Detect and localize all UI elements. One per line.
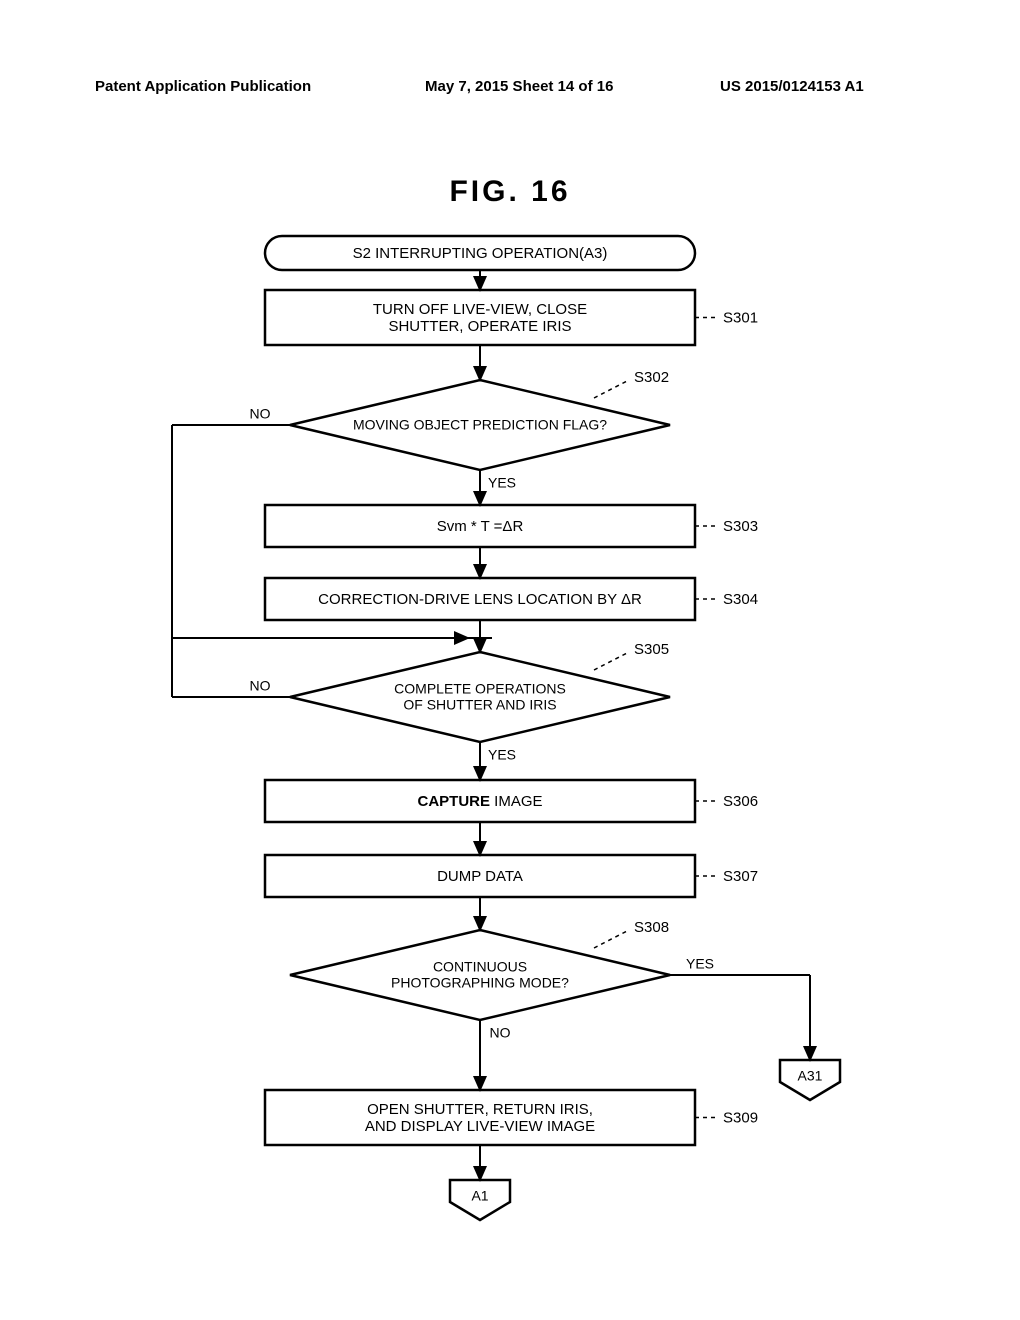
process-label: CORRECTION-DRIVE LENS LOCATION BY ΔR (318, 591, 642, 608)
step-label: S301 (723, 309, 758, 326)
process-label: TURN OFF LIVE-VIEW, CLOSE (373, 301, 587, 318)
step-label: S305 (634, 641, 669, 658)
header-center: May 7, 2015 Sheet 14 of 16 (425, 78, 613, 95)
decision-label: OF SHUTTER AND IRIS (403, 697, 556, 713)
step-label: S306 (723, 793, 758, 810)
connector-label: A1 (471, 1188, 488, 1204)
process-label: CAPTURE IMAGE (417, 793, 542, 810)
figure-title: FIG. 16 (0, 175, 1020, 209)
header-left: Patent Application Publication (95, 78, 311, 95)
decision-label: COMPLETE OPERATIONS (394, 681, 566, 697)
decision-label: MOVING OBJECT PREDICTION FLAG? (353, 417, 607, 433)
step-label: S304 (723, 591, 758, 608)
edge-label: NO (250, 678, 271, 694)
process-label: AND DISPLAY LIVE-VIEW IMAGE (365, 1118, 595, 1135)
edge-label: NO (250, 406, 271, 422)
edge-label: NO (490, 1025, 511, 1041)
step-label: S302 (634, 369, 669, 386)
process-label: Svm * T =ΔR (437, 518, 524, 535)
step-label: S307 (723, 868, 758, 885)
process-label: DUMP DATA (437, 868, 523, 885)
process-label: OPEN SHUTTER, RETURN IRIS, (367, 1101, 593, 1118)
edge-label: YES (686, 956, 714, 972)
process-label: SHUTTER, OPERATE IRIS (388, 318, 571, 335)
flowchart: S2 INTERRUPTING OPERATION(A3) TURN OFF LI… (0, 220, 1020, 1280)
step-label: S308 (634, 919, 669, 936)
decision-label: PHOTOGRAPHING MODE? (391, 975, 569, 991)
step-label: S309 (723, 1109, 758, 1126)
edge-label: YES (488, 475, 516, 491)
terminator-label: S2 INTERRUPTING OPERATION(A3) (353, 245, 608, 262)
step-label: S303 (723, 518, 758, 535)
edge-label: YES (488, 747, 516, 763)
header-right: US 2015/0124153 A1 (720, 78, 864, 95)
decision-label: CONTINUOUS (433, 959, 527, 975)
connector-label: A31 (798, 1068, 823, 1084)
